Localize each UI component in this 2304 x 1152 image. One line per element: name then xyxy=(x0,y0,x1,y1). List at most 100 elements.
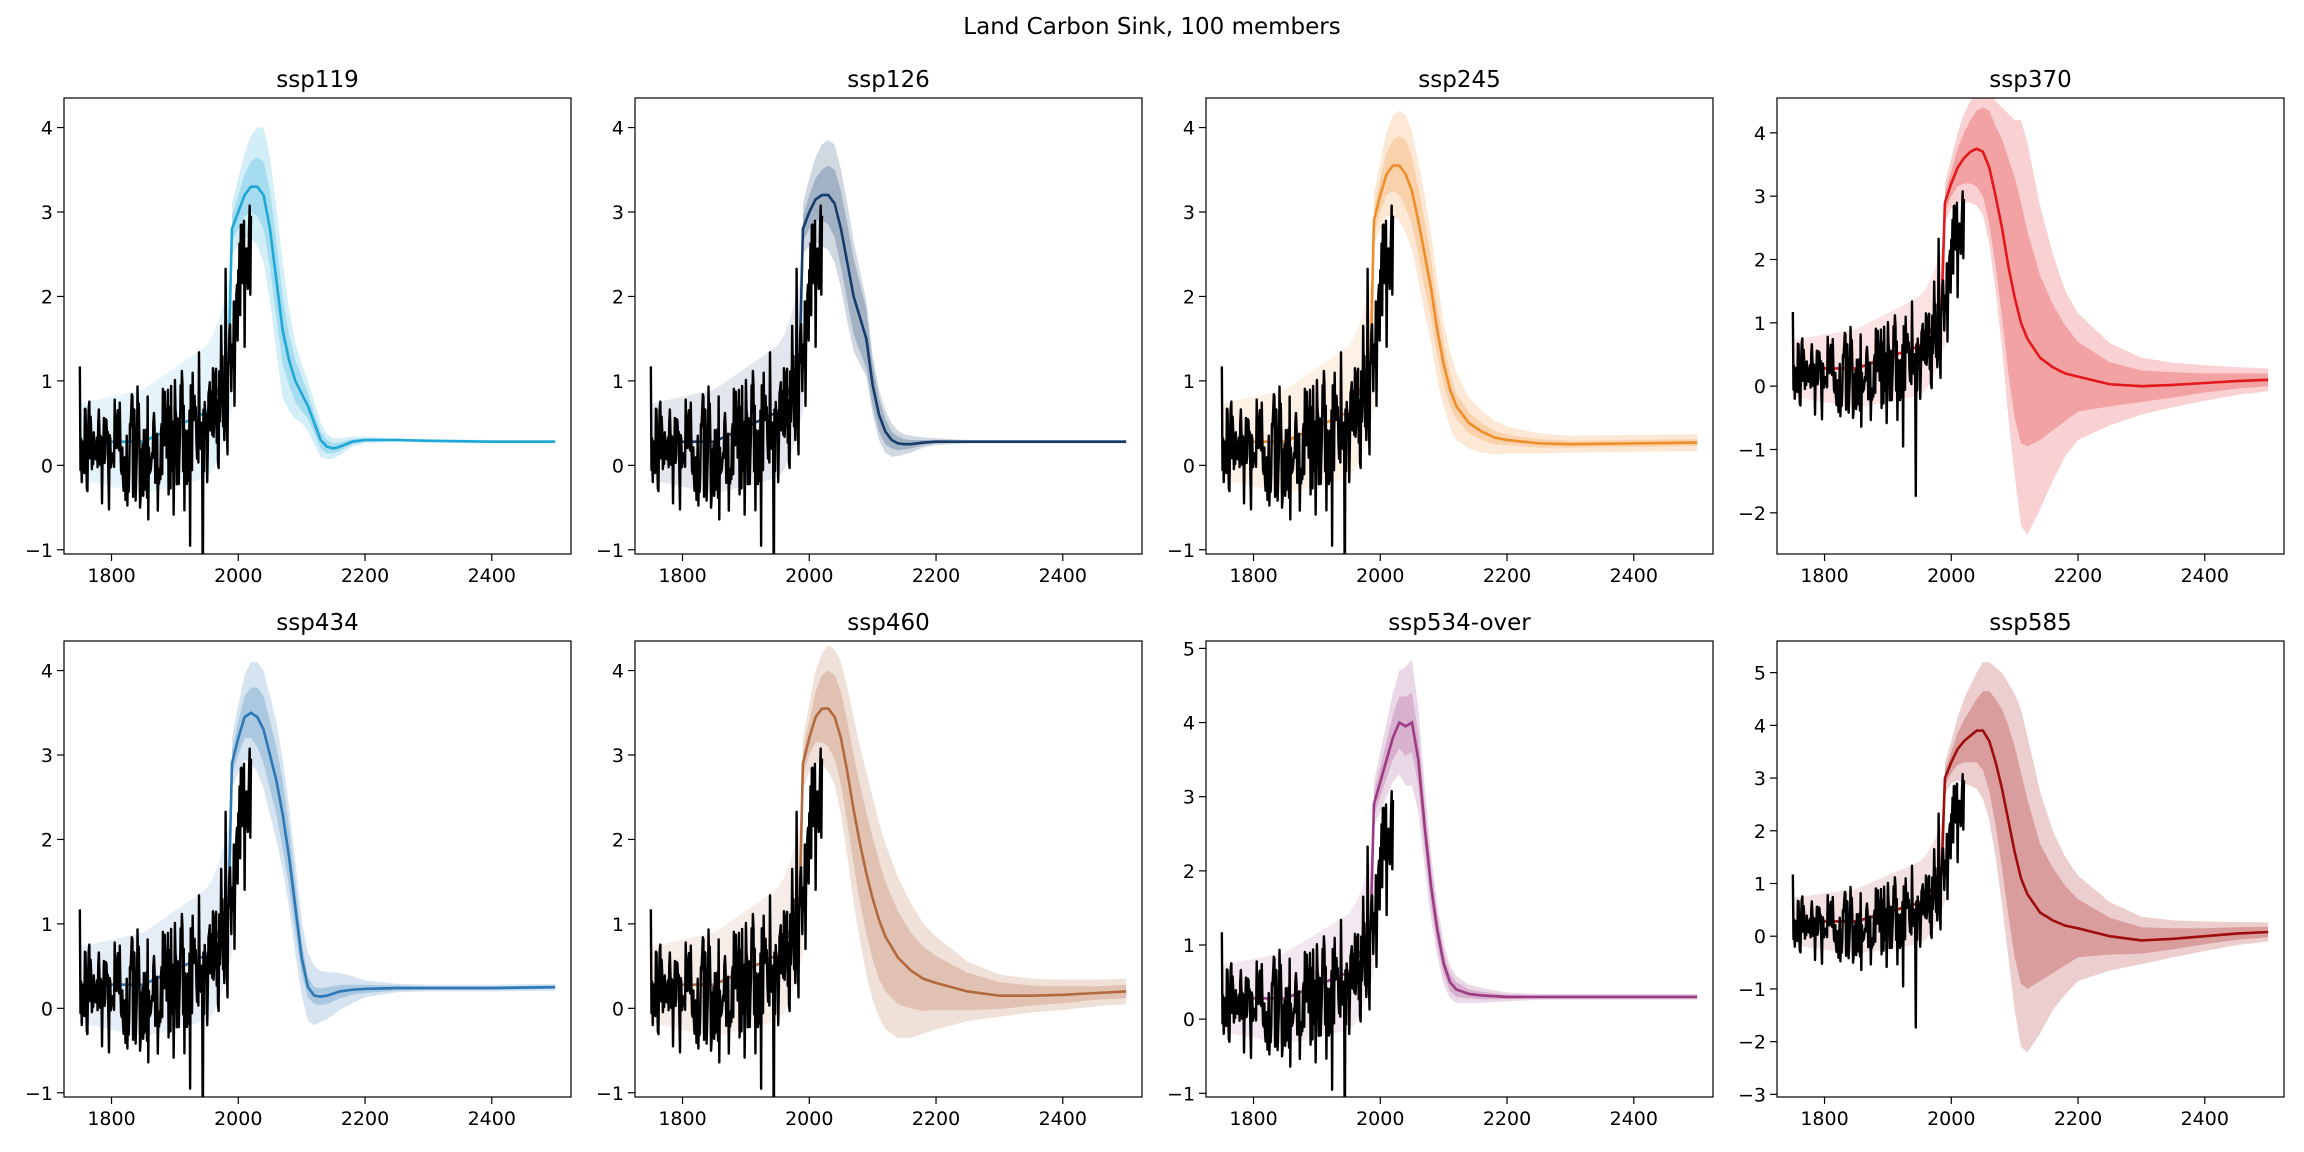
axes-frame xyxy=(634,97,1143,555)
axes-frame xyxy=(1776,97,2285,555)
y-tick-label: −1 xyxy=(1167,540,1195,562)
y-tick-label: 3 xyxy=(41,202,53,224)
inner-range-band xyxy=(1944,107,2269,447)
subplot-title: ssp370 xyxy=(1989,67,2071,93)
x-tick-label: 2200 xyxy=(1483,1108,1531,1130)
x-tick-label: 1800 xyxy=(1229,565,1277,587)
y-tick-label: 0 xyxy=(612,998,624,1020)
x-tick-label: 2000 xyxy=(785,1108,833,1130)
x-tick-label: 1800 xyxy=(1800,565,1848,587)
y-tick-label: 2 xyxy=(1183,861,1195,883)
observed-series-line xyxy=(649,204,824,554)
y-tick-label: 3 xyxy=(612,202,624,224)
outer-range-band xyxy=(802,140,1127,457)
x-tick-label: 2000 xyxy=(785,565,833,587)
y-tick-label: 0 xyxy=(41,455,53,477)
plot-area xyxy=(1791,662,2269,1053)
observed-series-line xyxy=(1791,772,1966,1029)
plot-area xyxy=(1791,98,2269,535)
y-tick-label: 5 xyxy=(1183,638,1195,660)
y-tick-label: 3 xyxy=(41,745,53,767)
y-tick-label: 3 xyxy=(612,745,624,767)
y-tick-label: 3 xyxy=(1183,202,1195,224)
inner-range-band xyxy=(802,670,1127,1011)
subplot-ssp245: 1800 2000 2200 2400 −1 0 1 2 3 4 ssp245 xyxy=(1167,67,1714,587)
inner-range-band xyxy=(1944,691,2269,989)
x-tick-label: 2400 xyxy=(468,565,516,587)
subplot-ssp119: 1800 2000 2200 2400 −1 0 1 2 3 4 ssp119 xyxy=(25,67,572,587)
figure-title: Land Carbon Sink, 100 members xyxy=(963,14,1341,40)
inner-range-band xyxy=(1373,692,1698,1000)
y-tick-label: −1 xyxy=(1738,979,1766,1001)
y-tick-label: 4 xyxy=(1754,715,1766,737)
y-tick-label: 0 xyxy=(1754,376,1766,398)
y-tick-label: −3 xyxy=(1738,1084,1766,1106)
x-tick-label: 2200 xyxy=(1483,565,1531,587)
y-tick-label: 1 xyxy=(1754,313,1766,335)
y-tick-label: −1 xyxy=(1167,1083,1195,1105)
x-tick-label: 2400 xyxy=(468,1108,516,1130)
y-tick-label: 2 xyxy=(1183,286,1195,308)
x-tick-label: 2000 xyxy=(1356,565,1404,587)
x-tick-label: 1800 xyxy=(1229,1108,1277,1130)
y-tick-label: 3 xyxy=(1183,787,1195,809)
y-tick-label: 1 xyxy=(612,371,624,393)
x-tick-label: 2000 xyxy=(1927,1108,1975,1130)
y-tick-label: 4 xyxy=(1183,713,1195,735)
observed-series-line xyxy=(1220,204,1395,554)
plot-area xyxy=(78,662,556,1097)
x-tick-label: 2200 xyxy=(912,1108,960,1130)
y-tick-label: 4 xyxy=(612,118,624,140)
subplot-title: ssp119 xyxy=(276,67,358,93)
y-tick-label: 2 xyxy=(1754,821,1766,843)
x-tick-label: 2200 xyxy=(2054,1108,2102,1130)
y-tick-label: 4 xyxy=(1183,118,1195,140)
x-tick-label: 2400 xyxy=(2181,1108,2229,1130)
x-tick-label: 1800 xyxy=(87,1108,135,1130)
y-tick-label: 1 xyxy=(1754,873,1766,895)
x-tick-label: 1800 xyxy=(658,565,706,587)
y-tick-label: −1 xyxy=(25,540,53,562)
x-tick-label: 2400 xyxy=(1610,1108,1658,1130)
x-tick-label: 2200 xyxy=(341,1108,389,1130)
plot-area xyxy=(649,140,1127,554)
axes-frame xyxy=(1776,640,2285,1098)
x-tick-label: 2200 xyxy=(912,565,960,587)
y-tick-label: 5 xyxy=(1754,663,1766,685)
y-tick-label: 0 xyxy=(612,455,624,477)
axes-frame xyxy=(1205,640,1714,1098)
subplot-ssp126: 1800 2000 2200 2400 −1 0 1 2 3 4 ssp126 xyxy=(596,67,1143,587)
observed-series-line xyxy=(1220,789,1395,1097)
y-tick-label: −1 xyxy=(25,1083,53,1105)
y-tick-label: 1 xyxy=(41,371,53,393)
axes-frame xyxy=(63,640,572,1098)
y-tick-label: 0 xyxy=(1754,926,1766,948)
subplot-ssp585: 1800 2000 2200 2400 −3 −2 −1 0 1 2 3 4 5 ssp585 xyxy=(1738,610,2285,1130)
axes-frame xyxy=(1205,97,1714,555)
y-tick-label: 4 xyxy=(41,661,53,683)
y-tick-label: 2 xyxy=(1754,250,1766,272)
plot-area xyxy=(1220,659,1698,1097)
y-tick-label: 1 xyxy=(612,914,624,936)
y-tick-label: 3 xyxy=(1754,186,1766,208)
x-tick-label: 1800 xyxy=(658,1108,706,1130)
x-tick-label: 2200 xyxy=(2054,565,2102,587)
subplot-title: ssp245 xyxy=(1418,67,1500,93)
y-tick-label: 3 xyxy=(1754,768,1766,790)
y-tick-label: 4 xyxy=(612,661,624,683)
y-tick-label: −2 xyxy=(1738,1032,1766,1054)
subplot-title: ssp585 xyxy=(1989,610,2071,636)
y-tick-label: −1 xyxy=(596,1083,624,1105)
inner-range-band xyxy=(1373,136,1698,448)
y-tick-label: 0 xyxy=(41,998,53,1020)
plot-area xyxy=(649,645,1127,1097)
outer-range-band xyxy=(1944,662,2269,1053)
y-tick-label: 1 xyxy=(1183,935,1195,957)
x-tick-label: 2000 xyxy=(1927,565,1975,587)
outer-range-band xyxy=(231,662,556,1026)
outer-range-band xyxy=(802,645,1127,1038)
inner-range-band xyxy=(231,157,556,454)
subplot-title: ssp460 xyxy=(847,610,929,636)
x-tick-label: 2000 xyxy=(214,1108,262,1130)
